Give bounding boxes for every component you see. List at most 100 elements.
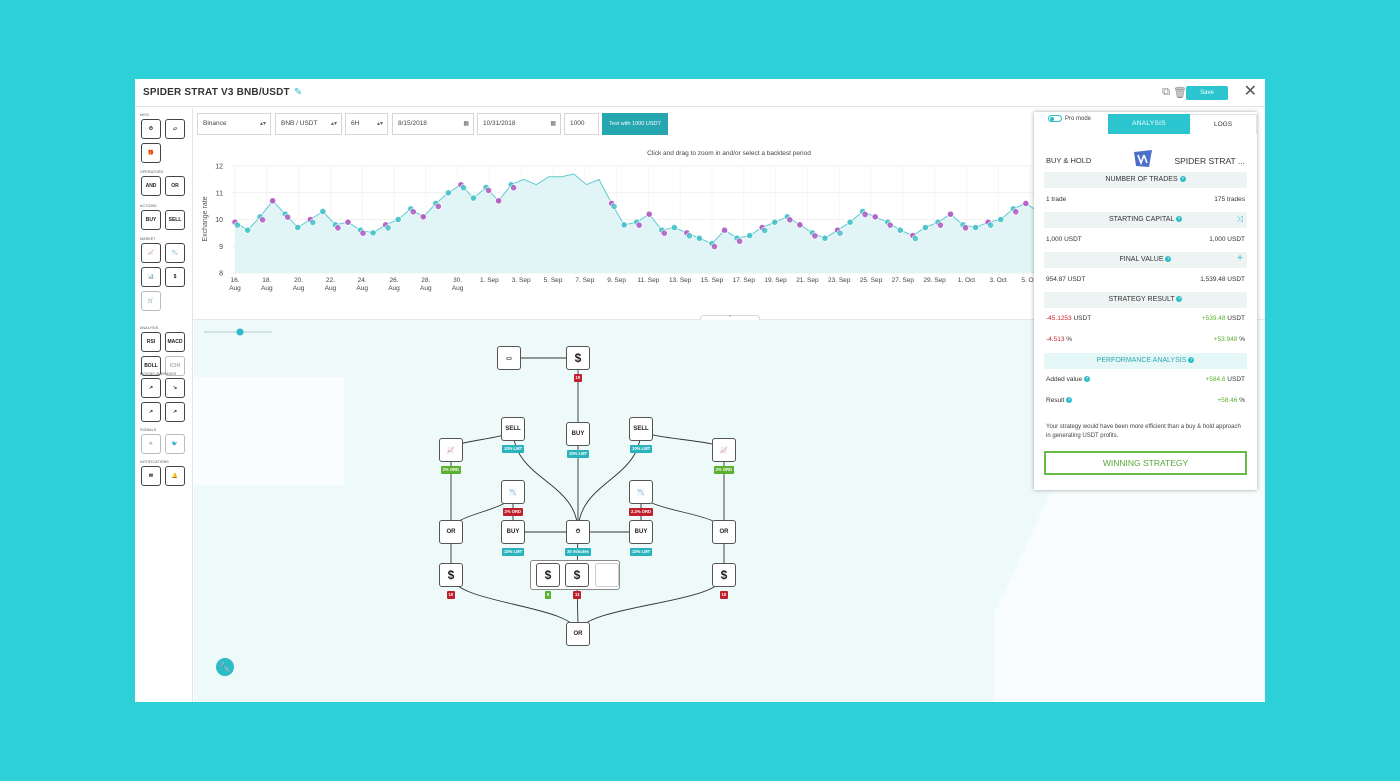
start-date-field[interactable]: 8/15/2018 ▦	[392, 113, 474, 135]
trade-marker[interactable]	[369, 229, 377, 237]
save-button[interactable]: Save	[1186, 86, 1228, 100]
palette-block-moving-averages[interactable]: ↗	[141, 378, 161, 398]
trade-marker[interactable]	[259, 216, 267, 224]
trade-marker[interactable]	[861, 210, 869, 219]
trade-marker[interactable]	[384, 224, 392, 232]
trade-marker[interactable]	[710, 242, 719, 251]
trade-marker[interactable]	[635, 221, 643, 229]
trade-marker[interactable]	[269, 197, 277, 205]
flow-node-sell-right[interactable]: SELL	[629, 417, 653, 441]
flow-node-buy-left[interactable]: BUY	[501, 520, 525, 544]
trade-marker[interactable]	[811, 232, 819, 240]
help-icon[interactable]: ?	[1188, 357, 1195, 363]
help-icon[interactable]: ?	[1165, 256, 1172, 262]
flow-node-usd-top[interactable]: $	[566, 346, 590, 370]
trade-marker[interactable]	[886, 221, 894, 229]
palette-block-analysis[interactable]: MACD	[165, 332, 185, 352]
zoom-slider-thumb[interactable]	[236, 328, 244, 336]
trade-marker[interactable]	[972, 223, 980, 232]
trade-marker[interactable]	[419, 213, 427, 221]
trade-marker[interactable]	[319, 207, 327, 216]
trade-marker[interactable]	[620, 221, 628, 229]
palette-block-actions[interactable]: SELL	[165, 210, 185, 230]
flow-node-wallet[interactable]: ▭	[497, 346, 521, 370]
trade-marker[interactable]	[334, 224, 342, 232]
flow-node-bank-a[interactable]: $	[536, 563, 560, 587]
trade-marker[interactable]	[645, 210, 653, 218]
trade-marker[interactable]	[484, 186, 493, 195]
palette-block-market[interactable]: 📉	[165, 243, 185, 263]
palette-block-misc[interactable]: ⏱	[141, 119, 161, 139]
trade-marker[interactable]	[309, 218, 317, 227]
flow-node-usd-right[interactable]: $	[712, 563, 736, 587]
palette-block-moving-averages[interactable]: ↘	[165, 378, 185, 398]
calendar-icon[interactable]: ▦	[550, 121, 556, 127]
trade-marker[interactable]	[610, 202, 618, 211]
flow-node-down-left[interactable]: 📉	[501, 480, 525, 504]
trade-marker[interactable]	[761, 226, 769, 235]
trade-marker[interactable]	[359, 229, 367, 237]
trade-marker[interactable]	[921, 223, 929, 232]
trade-marker[interactable]	[495, 197, 503, 205]
trade-marker[interactable]	[233, 221, 242, 229]
trade-marker[interactable]	[284, 213, 292, 221]
flow-node-or-bottom[interactable]: OR	[566, 622, 590, 646]
trade-marker[interactable]	[997, 215, 1005, 224]
trade-marker[interactable]	[434, 202, 442, 211]
trade-marker[interactable]	[896, 226, 904, 234]
trade-marker[interactable]	[459, 184, 468, 192]
palette-block-analysis[interactable]: BOLL	[141, 356, 161, 376]
trade-marker[interactable]	[946, 210, 955, 218]
close-icon[interactable]: ✕	[1243, 83, 1257, 100]
flow-node-usd-left[interactable]: $	[439, 563, 463, 587]
pair-select[interactable]: BNB / USDT ▴▾	[275, 113, 342, 135]
trade-marker[interactable]	[796, 221, 804, 229]
flow-node-down-right[interactable]: 📉	[629, 480, 653, 504]
trade-marker[interactable]	[660, 229, 668, 237]
end-date-field[interactable]: 10/31/2018 ▦	[477, 113, 561, 135]
test-backtest-button[interactable]: Test with 1000 USDT	[602, 113, 668, 135]
price-chart[interactable]: Click and drag to zoom in and/or select …	[193, 141, 1265, 319]
palette-block-moving-averages[interactable]: ↗	[165, 402, 185, 422]
plus-icon[interactable]: +	[1237, 253, 1243, 264]
palette-block-moving-averages[interactable]: ↗	[141, 402, 161, 422]
trade-marker[interactable]	[987, 221, 995, 229]
palette-block-operators[interactable]: OR	[165, 176, 185, 196]
trash-icon[interactable]: 🗑	[1173, 87, 1187, 99]
trade-marker[interactable]	[846, 218, 854, 226]
edit-pencil-icon[interactable]: ✎	[293, 87, 303, 98]
flow-node-chart-left[interactable]: 📈	[439, 438, 463, 462]
tab-analysis[interactable]: ANALYSIS	[1108, 114, 1190, 134]
palette-block-market[interactable]: $	[165, 267, 185, 287]
palette-block-notifications[interactable]: 🔔	[165, 466, 185, 486]
trade-marker[interactable]	[344, 218, 352, 226]
trade-marker[interactable]	[670, 223, 678, 232]
trade-marker[interactable]	[294, 223, 302, 232]
trade-marker[interactable]	[444, 189, 452, 197]
trade-marker[interactable]	[936, 221, 945, 229]
trade-marker[interactable]	[409, 208, 417, 216]
flow-node-chart-right[interactable]: 📈	[712, 438, 736, 462]
interval-select[interactable]: 6H ▴▾	[345, 113, 388, 135]
tab-logs[interactable]: LOGS	[1190, 114, 1257, 134]
trade-marker[interactable]	[911, 234, 919, 243]
help-icon[interactable]: ?	[1083, 376, 1090, 382]
palette-block-notifications[interactable]: ✉	[141, 466, 161, 486]
palette-block-market[interactable]: 🛒	[141, 291, 161, 311]
flow-node-bank-b[interactable]: $	[565, 563, 589, 587]
help-icon[interactable]: ?	[1066, 397, 1073, 403]
winning-strategy-button[interactable]: WINNING STRATEGY	[1044, 451, 1247, 475]
pro-mode-toggle[interactable]: Pro mode	[1048, 115, 1091, 122]
trade-marker[interactable]	[771, 218, 779, 226]
palette-block-misc[interactable]: 🎁	[141, 143, 161, 163]
flow-node-timer[interactable]: ⏱	[566, 520, 590, 544]
zoom-slider[interactable]	[202, 326, 274, 338]
palette-block-analysis[interactable]: RSI	[141, 332, 161, 352]
palette-block-actions[interactable]: BUY	[141, 210, 161, 230]
trade-marker[interactable]	[746, 231, 754, 240]
trade-marker[interactable]	[510, 184, 518, 192]
flow-node-or-right[interactable]: OR	[712, 520, 736, 544]
exchange-select[interactable]: Binance ▴▾	[197, 113, 271, 135]
flow-node-or-left[interactable]: OR	[439, 520, 463, 544]
calendar-icon[interactable]: ▦	[463, 121, 469, 127]
